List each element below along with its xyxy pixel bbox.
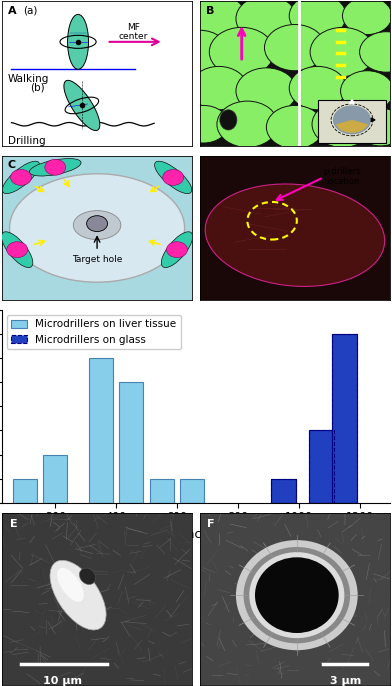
Text: F: F: [207, 519, 215, 530]
Text: 3 µm: 3 µm: [330, 676, 361, 686]
Circle shape: [341, 71, 392, 111]
Wedge shape: [333, 106, 371, 134]
Text: location: location: [326, 178, 359, 187]
Ellipse shape: [162, 232, 192, 268]
Ellipse shape: [154, 161, 192, 193]
Bar: [180, 479, 204, 503]
Circle shape: [179, 106, 228, 143]
Circle shape: [356, 108, 392, 146]
Text: 10 µm: 10 µm: [44, 676, 82, 686]
Circle shape: [163, 169, 183, 185]
Bar: [332, 334, 357, 503]
Circle shape: [45, 159, 66, 175]
Circle shape: [236, 540, 358, 650]
Text: µ-drillers: µ-drillers: [324, 167, 361, 176]
Ellipse shape: [9, 174, 185, 282]
Circle shape: [236, 68, 297, 114]
Ellipse shape: [50, 560, 106, 630]
Circle shape: [343, 0, 392, 34]
Bar: [271, 479, 296, 503]
Text: center: center: [118, 32, 148, 40]
Circle shape: [209, 27, 274, 77]
Text: A: A: [8, 5, 16, 16]
Ellipse shape: [220, 110, 237, 130]
Ellipse shape: [29, 158, 81, 176]
Circle shape: [7, 241, 28, 258]
Ellipse shape: [2, 161, 40, 193]
Circle shape: [243, 547, 350, 643]
Circle shape: [171, 30, 228, 73]
Ellipse shape: [2, 232, 33, 268]
Bar: [309, 431, 334, 503]
Circle shape: [310, 27, 375, 77]
Circle shape: [289, 0, 346, 38]
Text: (b): (b): [31, 82, 45, 93]
Bar: [89, 358, 113, 503]
Text: B: B: [205, 5, 214, 16]
Text: E: E: [9, 519, 17, 530]
Text: Drilling: Drilling: [8, 136, 45, 146]
Circle shape: [289, 67, 346, 110]
Ellipse shape: [67, 14, 89, 69]
Circle shape: [167, 241, 187, 258]
FancyArrow shape: [371, 118, 375, 121]
X-axis label: Frequency (rpm): Frequency (rpm): [144, 528, 248, 541]
Circle shape: [192, 0, 245, 36]
Text: C: C: [8, 160, 16, 170]
Text: MF: MF: [127, 23, 140, 32]
Bar: [271, 479, 296, 503]
Wedge shape: [336, 120, 368, 133]
Circle shape: [217, 101, 278, 147]
Bar: [43, 455, 67, 503]
Bar: [13, 479, 37, 503]
FancyArrow shape: [350, 99, 354, 104]
Ellipse shape: [73, 211, 121, 239]
Bar: [150, 479, 174, 503]
Circle shape: [359, 32, 392, 72]
Legend: Microdrillers on liver tissue, Microdrillers on glass: Microdrillers on liver tissue, Microdril…: [7, 316, 181, 348]
Ellipse shape: [64, 80, 100, 130]
Bar: [332, 334, 357, 503]
Circle shape: [236, 0, 297, 42]
Text: (a): (a): [23, 5, 37, 16]
Text: Walking: Walking: [8, 73, 49, 84]
Circle shape: [11, 169, 31, 185]
Ellipse shape: [80, 568, 96, 584]
Bar: [119, 382, 143, 503]
Circle shape: [190, 67, 247, 110]
Bar: [309, 431, 334, 503]
Ellipse shape: [205, 184, 385, 287]
Circle shape: [255, 557, 339, 633]
Circle shape: [312, 101, 373, 147]
Circle shape: [265, 25, 325, 71]
Text: Target hole: Target hole: [72, 255, 122, 264]
Circle shape: [249, 552, 345, 638]
Ellipse shape: [57, 568, 84, 602]
FancyBboxPatch shape: [318, 99, 386, 143]
Circle shape: [267, 106, 323, 149]
Circle shape: [87, 215, 107, 232]
